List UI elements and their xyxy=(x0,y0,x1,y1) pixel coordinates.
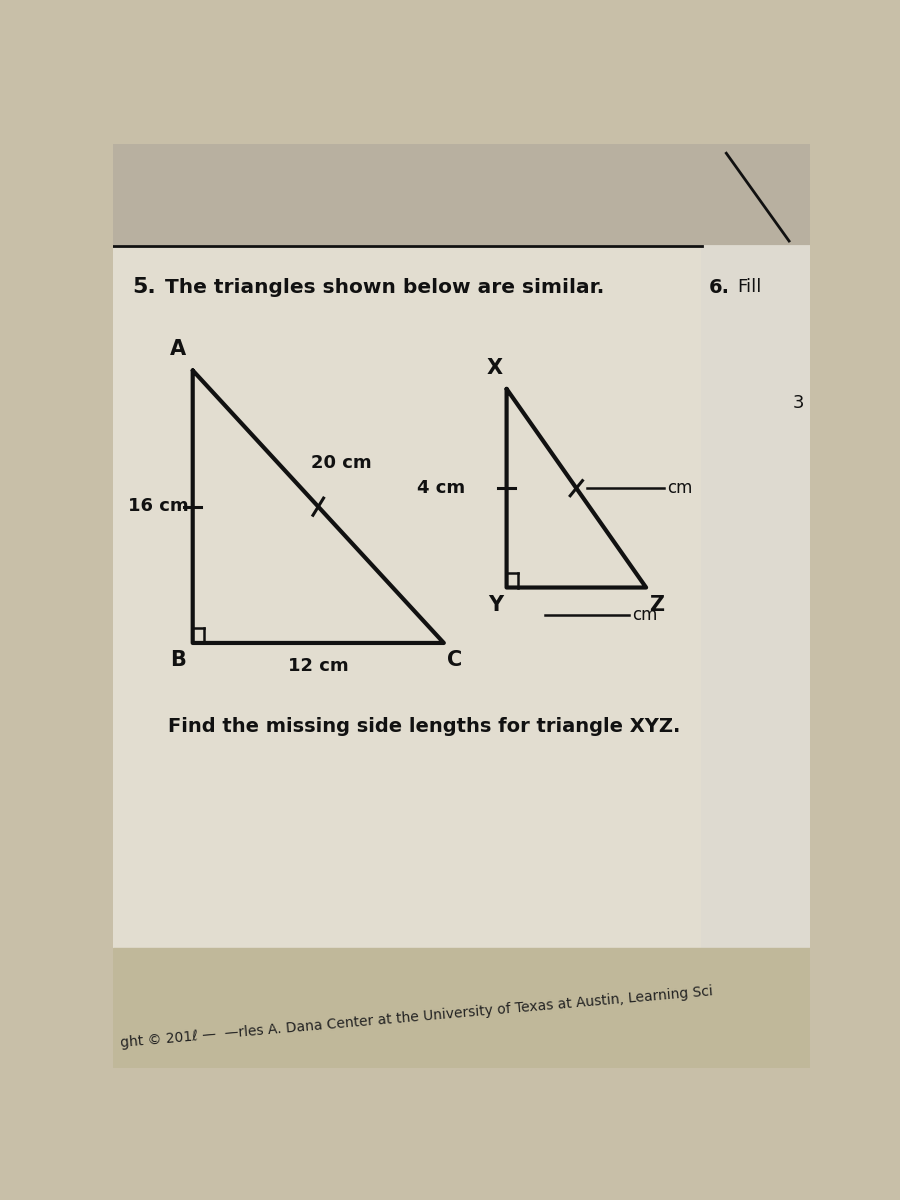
Bar xyxy=(112,144,810,246)
Text: 12 cm: 12 cm xyxy=(288,658,348,676)
Bar xyxy=(112,246,702,948)
Text: B: B xyxy=(170,650,185,671)
Text: 5.: 5. xyxy=(132,277,156,298)
Text: 3: 3 xyxy=(793,394,804,412)
Text: Y: Y xyxy=(488,595,503,614)
Text: 16 cm: 16 cm xyxy=(128,497,188,515)
Text: X: X xyxy=(487,358,503,378)
Bar xyxy=(112,246,810,1068)
Text: Fill: Fill xyxy=(737,278,761,296)
Text: C: C xyxy=(447,650,463,671)
Bar xyxy=(112,246,130,948)
Text: Z: Z xyxy=(650,595,665,614)
Bar xyxy=(702,246,810,948)
Text: The triangles shown below are similar.: The triangles shown below are similar. xyxy=(165,277,604,296)
Bar xyxy=(112,948,810,1068)
Text: 6.: 6. xyxy=(709,277,730,296)
Text: cm: cm xyxy=(667,479,692,497)
Text: 20 cm: 20 cm xyxy=(311,454,372,472)
Text: Find the missing side lengths for triangle XYZ.: Find the missing side lengths for triang… xyxy=(168,716,680,736)
Text: cm: cm xyxy=(632,606,658,624)
Text: ght © 201ℓ —  —rles A. Dana Center at the University of Texas at Austin, Learnin: ght © 201ℓ — —rles A. Dana Center at the… xyxy=(120,984,713,1050)
Text: 4 cm: 4 cm xyxy=(417,479,464,497)
Text: A: A xyxy=(169,340,185,359)
